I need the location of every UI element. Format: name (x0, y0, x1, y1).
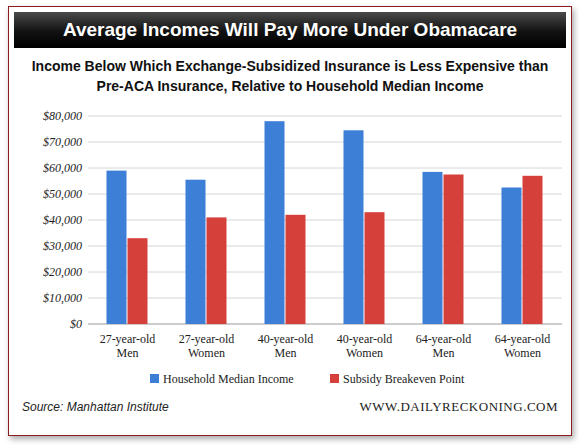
bar (128, 238, 148, 324)
tick-label: $30,000 (43, 239, 82, 253)
title: Average Incomes Will Pay More Under Obam… (14, 12, 566, 48)
bars (107, 121, 543, 324)
source: Source: Manhattan Institute (22, 400, 169, 414)
tick-label: $0 (70, 317, 82, 331)
grid-line (88, 220, 562, 221)
tick-label: $40,000 (43, 213, 82, 227)
grid-line (88, 194, 562, 195)
bar (207, 217, 227, 324)
grid-line (88, 142, 562, 143)
grid-line (88, 272, 562, 273)
grid-line (88, 298, 562, 299)
chart: $0 $10,000 $20,000 $30,000 $40,000 $50,000 $60… (0, 0, 580, 445)
bar (344, 130, 364, 324)
bar (523, 176, 543, 324)
category-label-line: 27-year-old (100, 332, 156, 346)
bar (265, 121, 285, 324)
grid-line (88, 168, 562, 169)
category-label: 40-year-oldWomen (337, 332, 393, 360)
legend-label: Household Median Income (163, 372, 294, 386)
grid-line (88, 324, 562, 325)
category-label-line: Men (433, 346, 455, 360)
grid-line (88, 116, 562, 117)
axis-line (88, 116, 89, 324)
category-label-line: Women (346, 346, 383, 360)
category-label: 64-year-oldMen (416, 332, 472, 360)
category-label: 27-year-oldWomen (179, 332, 235, 360)
grid-line (88, 246, 562, 247)
grid (88, 116, 562, 324)
credit: WWW.DAILYRECKONING.COM (360, 399, 558, 415)
category-label: 40-year-oldMen (258, 332, 314, 360)
category-label-line: Men (275, 346, 297, 360)
bar (365, 212, 385, 324)
tick-label: $80,000 (43, 109, 82, 123)
legend-swatch (330, 374, 339, 383)
bar (444, 175, 464, 325)
category-label-line: 40-year-old (337, 332, 393, 346)
category-label-line: 64-year-old (495, 332, 551, 346)
legend: Household Median Income Subsidy Breakeven… (150, 372, 465, 386)
bar (502, 188, 522, 325)
tick-label: $70,000 (43, 135, 82, 149)
tick-label: $50,000 (43, 187, 82, 201)
bar (186, 180, 206, 324)
bar (423, 172, 443, 324)
tick-label: $60,000 (43, 161, 82, 175)
legend-label: Subsidy Breakeven Point (343, 372, 465, 386)
category-label: 27-year-oldMen (100, 332, 156, 360)
tick-label: $20,000 (43, 265, 82, 279)
category-label-line: 40-year-old (258, 332, 314, 346)
category-label-line: 64-year-old (416, 332, 472, 346)
category-label-line: Women (504, 346, 541, 360)
category-label-line: Women (188, 346, 225, 360)
category-label-line: 27-year-old (179, 332, 235, 346)
bar (286, 215, 306, 324)
tick-label: $10,000 (43, 291, 82, 305)
category-label-line: Men (117, 346, 139, 360)
subtitle: Income Below Which Exchange-Subsidized I… (20, 56, 560, 96)
legend-swatch (150, 374, 159, 383)
category-label: 64-year-oldWomen (495, 332, 551, 360)
bar (107, 171, 127, 324)
